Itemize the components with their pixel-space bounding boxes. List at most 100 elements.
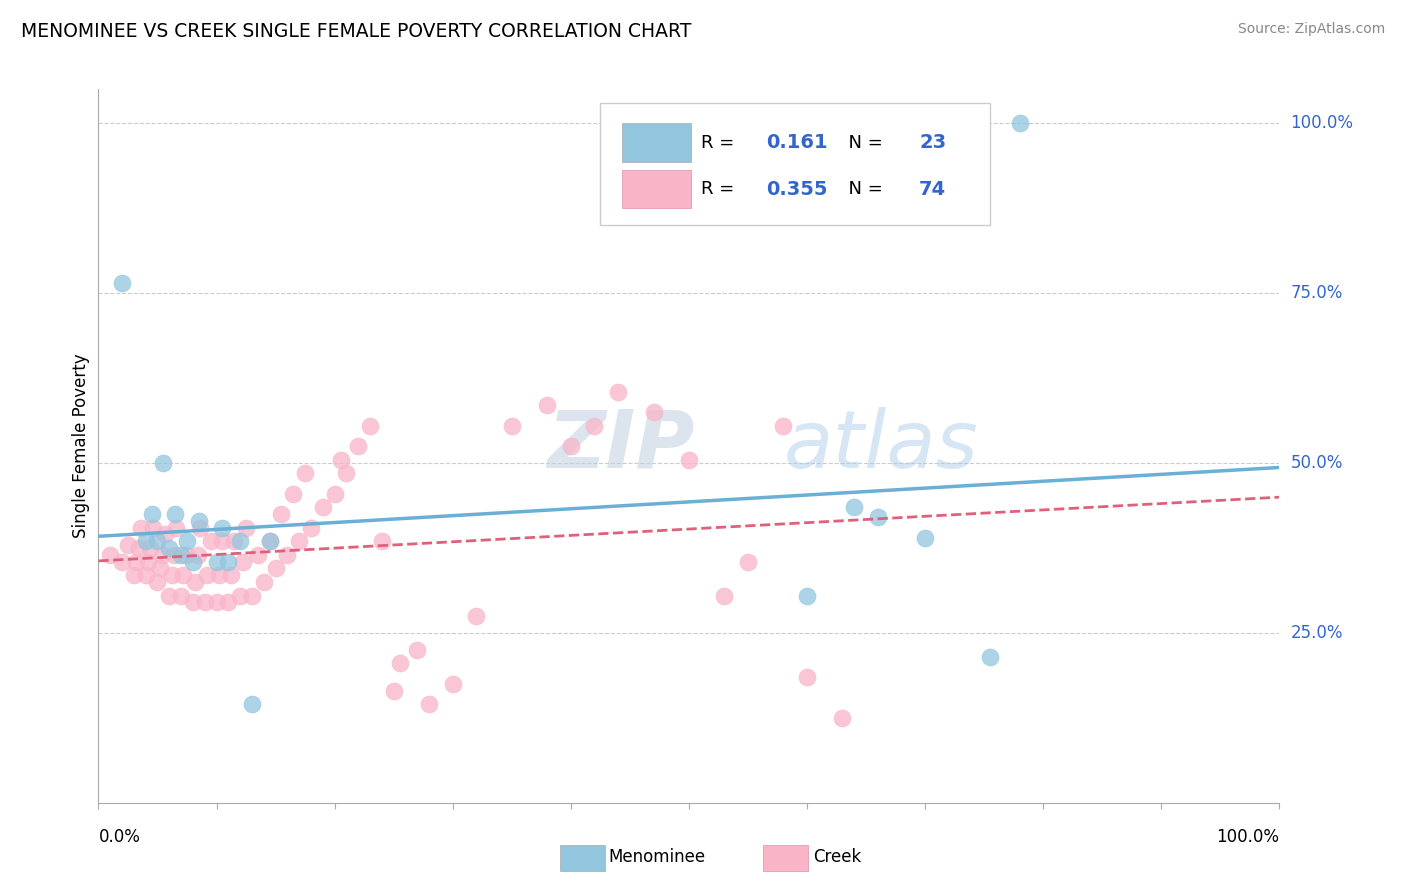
Point bbox=[283, 486, 305, 500]
FancyBboxPatch shape bbox=[621, 123, 692, 162]
Point bbox=[312, 500, 335, 515]
Point bbox=[211, 534, 233, 549]
Point bbox=[142, 520, 165, 534]
Point bbox=[831, 711, 853, 725]
Text: 25.0%: 25.0% bbox=[1291, 624, 1343, 642]
Point bbox=[149, 561, 172, 575]
Point bbox=[170, 589, 193, 603]
Point bbox=[211, 520, 233, 534]
Point bbox=[359, 418, 381, 433]
Point bbox=[181, 595, 204, 609]
Point bbox=[224, 534, 246, 549]
Point bbox=[165, 520, 187, 534]
Text: atlas: atlas bbox=[783, 407, 979, 485]
Point bbox=[135, 534, 157, 549]
Text: R =: R = bbox=[700, 180, 740, 198]
Point bbox=[217, 595, 239, 609]
Point bbox=[208, 568, 231, 582]
Point bbox=[914, 531, 936, 545]
Point bbox=[160, 568, 183, 582]
Point bbox=[335, 466, 357, 480]
Point bbox=[163, 548, 186, 562]
Point bbox=[229, 534, 252, 549]
Point bbox=[200, 534, 222, 549]
Text: N =: N = bbox=[837, 180, 889, 198]
Point bbox=[240, 589, 263, 603]
FancyBboxPatch shape bbox=[600, 103, 990, 225]
Point bbox=[583, 418, 606, 433]
Point bbox=[217, 555, 239, 569]
Text: 0.355: 0.355 bbox=[766, 179, 827, 199]
Point bbox=[1008, 116, 1031, 130]
Text: 100.0%: 100.0% bbox=[1216, 828, 1279, 846]
Point bbox=[231, 555, 253, 569]
Point bbox=[128, 541, 150, 555]
Point bbox=[844, 500, 866, 515]
Point bbox=[737, 555, 759, 569]
Point bbox=[194, 595, 217, 609]
Point bbox=[253, 574, 276, 589]
Text: ZIP: ZIP bbox=[547, 407, 695, 485]
Point bbox=[607, 384, 630, 399]
Text: 23: 23 bbox=[920, 133, 946, 153]
Point bbox=[172, 568, 194, 582]
Point bbox=[146, 534, 169, 549]
Point bbox=[157, 589, 180, 603]
Point bbox=[129, 520, 152, 534]
Y-axis label: Single Female Poverty: Single Female Poverty bbox=[72, 354, 90, 538]
Point bbox=[406, 643, 429, 657]
Point bbox=[111, 276, 134, 290]
Point bbox=[111, 555, 134, 569]
Point bbox=[536, 398, 558, 412]
Point bbox=[229, 589, 252, 603]
Point bbox=[796, 670, 818, 684]
Point bbox=[139, 541, 162, 555]
Point bbox=[152, 456, 174, 470]
Point bbox=[276, 548, 298, 562]
Text: Creek: Creek bbox=[813, 848, 860, 866]
Point bbox=[195, 568, 218, 582]
Text: 0.161: 0.161 bbox=[766, 133, 827, 153]
Point bbox=[643, 405, 665, 419]
Text: N =: N = bbox=[837, 134, 889, 152]
Point bbox=[772, 418, 794, 433]
Point bbox=[219, 568, 242, 582]
Point bbox=[125, 555, 148, 569]
Point bbox=[174, 548, 197, 562]
Point bbox=[205, 555, 228, 569]
Text: 50.0%: 50.0% bbox=[1291, 454, 1343, 472]
Point bbox=[294, 466, 316, 480]
Point bbox=[270, 507, 292, 521]
Point bbox=[117, 537, 139, 551]
Text: 100.0%: 100.0% bbox=[1291, 114, 1354, 132]
Point bbox=[465, 608, 488, 623]
Point bbox=[246, 548, 269, 562]
Point bbox=[181, 555, 204, 569]
Point bbox=[371, 534, 394, 549]
Text: Menominee: Menominee bbox=[609, 848, 706, 866]
Point bbox=[170, 548, 193, 562]
Point bbox=[146, 574, 169, 589]
Point bbox=[259, 534, 281, 549]
Point bbox=[264, 561, 287, 575]
Point bbox=[441, 677, 464, 691]
Text: 75.0%: 75.0% bbox=[1291, 284, 1343, 302]
Point bbox=[240, 698, 263, 712]
Point bbox=[188, 520, 211, 534]
Point bbox=[560, 439, 582, 453]
Point bbox=[150, 548, 173, 562]
Point bbox=[135, 568, 157, 582]
Point bbox=[165, 507, 187, 521]
Point bbox=[122, 568, 145, 582]
Point bbox=[678, 452, 700, 467]
Point bbox=[288, 534, 311, 549]
Text: Source: ZipAtlas.com: Source: ZipAtlas.com bbox=[1237, 22, 1385, 37]
Text: 0.0%: 0.0% bbox=[98, 828, 141, 846]
Point bbox=[187, 548, 209, 562]
Point bbox=[713, 589, 735, 603]
Point bbox=[329, 452, 352, 467]
Point bbox=[98, 548, 121, 562]
Point bbox=[136, 555, 159, 569]
Point bbox=[866, 510, 889, 524]
Point bbox=[153, 527, 176, 541]
